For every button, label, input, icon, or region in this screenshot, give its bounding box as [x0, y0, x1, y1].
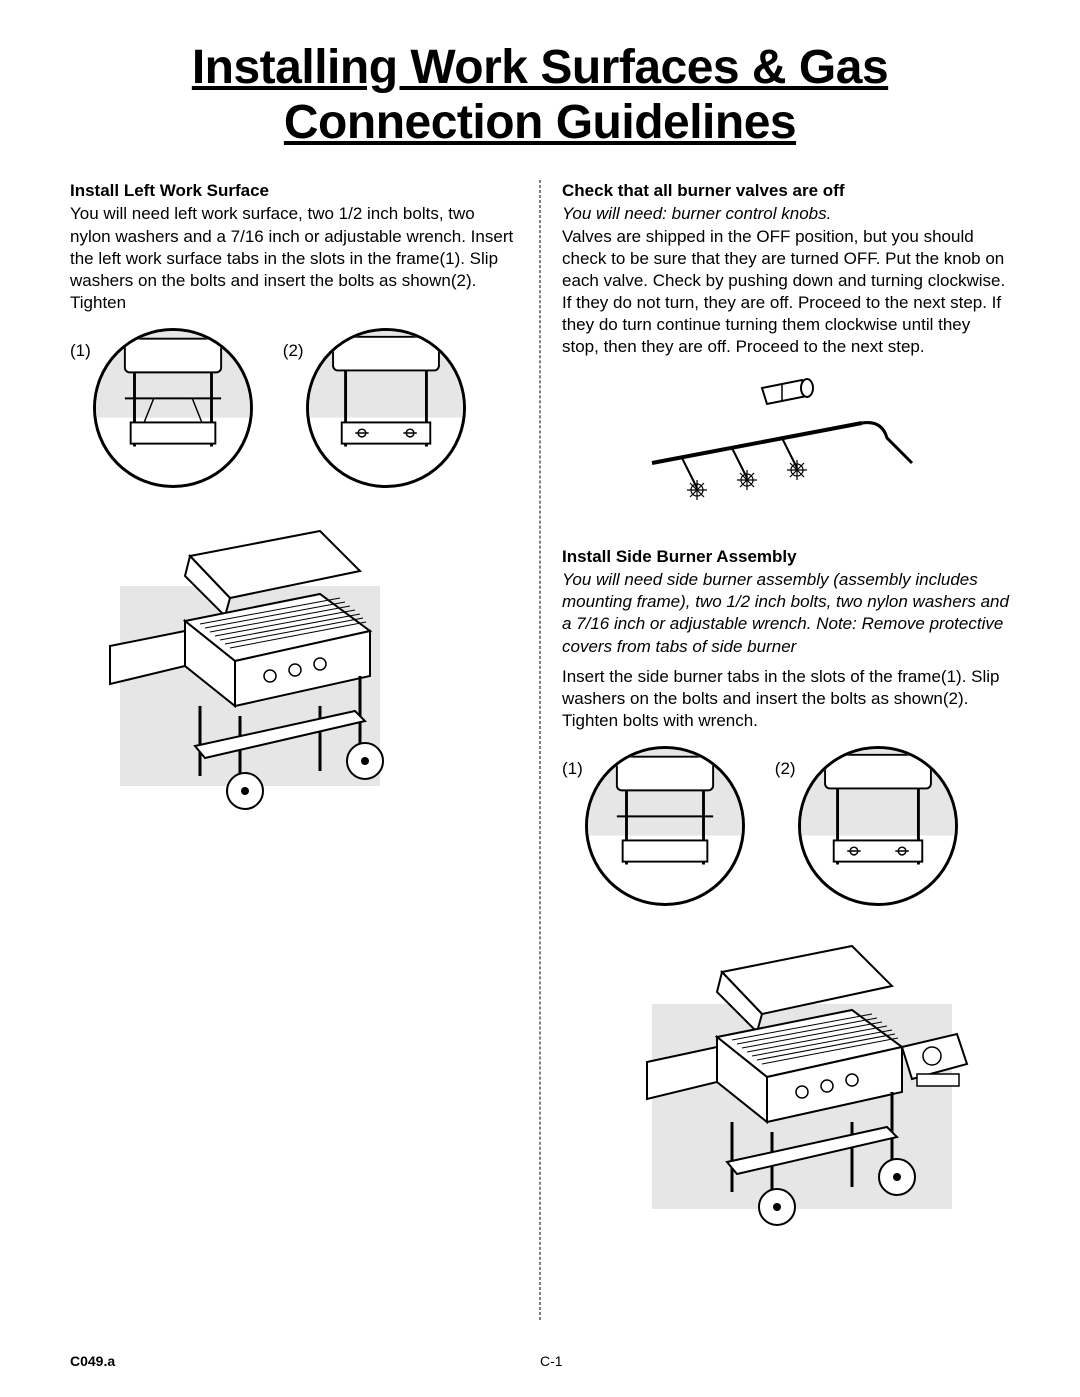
right-sec2-need: You will need side burner assembly (asse… [562, 569, 1010, 657]
left-fig-1: (1) [70, 328, 253, 488]
left-body: You will need left work surface, two 1/2… [70, 203, 518, 313]
valves-illustration [622, 368, 922, 528]
right-fig-2: (2) [775, 746, 958, 906]
footer-pagenum: C-1 [540, 1353, 563, 1369]
right-sec1-body: Valves are shipped in the OFF position, … [562, 226, 1010, 359]
grill-illustration-right [622, 934, 982, 1234]
right-figure-row: (1) (2) [562, 746, 1010, 906]
left-fig-2: (2) [283, 328, 466, 488]
detail-circle-icon [306, 328, 466, 488]
page-title: Installing Work Surfaces & Gas Connectio… [70, 40, 1010, 150]
left-column: Install Left Work Surface You will need … [70, 180, 540, 1234]
fig-label: (2) [283, 340, 304, 362]
grill-illustration-left [70, 516, 430, 816]
right-sec2-body: Insert the side burner tabs in the slots… [562, 666, 1010, 732]
detail-circle-icon [93, 328, 253, 488]
detail-circle-icon [585, 746, 745, 906]
right-sec2-heading: Install Side Burner Assembly [562, 546, 1010, 568]
left-heading: Install Left Work Surface [70, 180, 518, 202]
column-divider [540, 180, 541, 1320]
footer-docnum: C049.a [70, 1353, 540, 1369]
fig-label: (1) [562, 758, 583, 780]
page: Installing Work Surfaces & Gas Connectio… [0, 0, 1080, 1397]
fig-label: (2) [775, 758, 796, 780]
left-figure-row: (1) [70, 328, 518, 488]
right-sec1-need: You will need: burner control knobs. [562, 203, 1010, 225]
detail-circle-icon [798, 746, 958, 906]
right-sec1-heading: Check that all burner valves are off [562, 180, 1010, 202]
two-column-layout: Install Left Work Surface You will need … [70, 180, 1010, 1234]
right-column: Check that all burner valves are off You… [540, 180, 1010, 1234]
fig-label: (1) [70, 340, 91, 362]
page-footer: C049.a C-1 [70, 1353, 1010, 1369]
right-fig-1: (1) [562, 746, 745, 906]
